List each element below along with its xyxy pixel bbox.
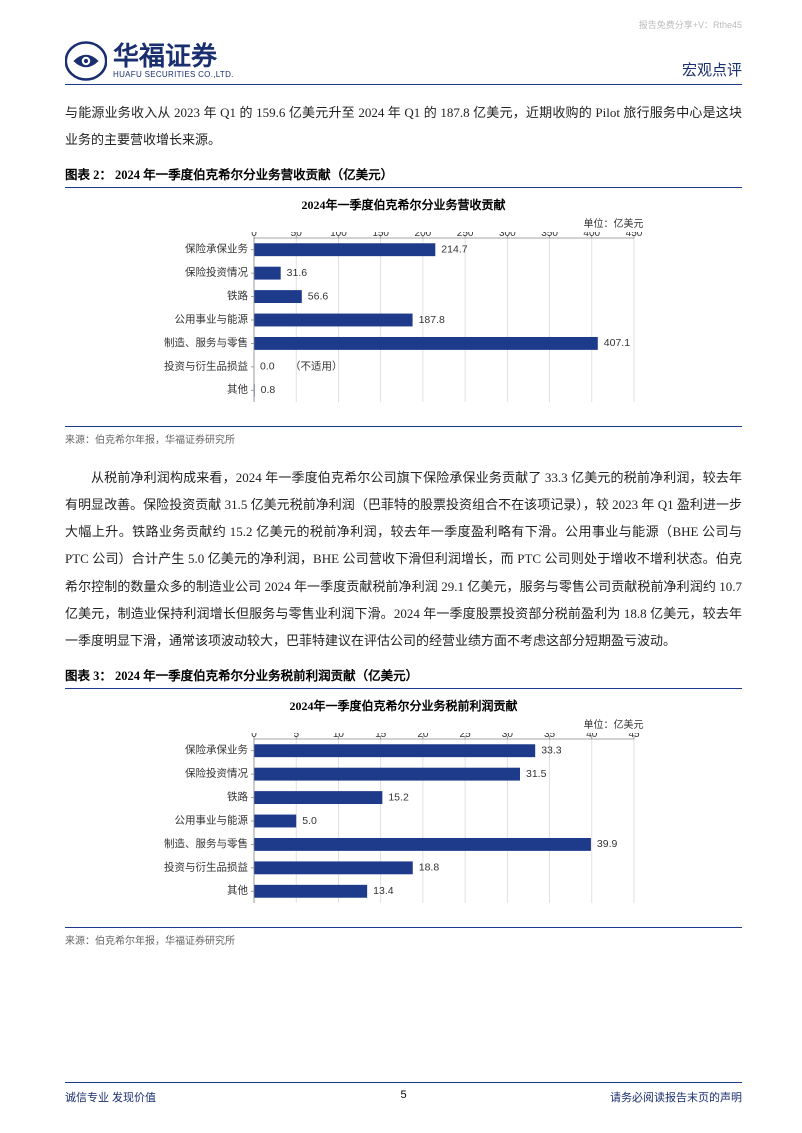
svg-text:5.0: 5.0 xyxy=(302,814,317,826)
svg-text:187.8: 187.8 xyxy=(418,313,444,325)
svg-text:13.4: 13.4 xyxy=(373,885,394,897)
svg-text:其他: 其他 xyxy=(227,883,248,896)
page-number: 5 xyxy=(400,1089,406,1101)
section-label: 宏观点评 xyxy=(682,59,742,82)
page-footer: 诚信专业 发现价值 5 请务必阅读报告末页的声明 xyxy=(65,1082,742,1105)
footer-left: 诚信专业 发现价值 xyxy=(65,1089,156,1105)
svg-text:15.2: 15.2 xyxy=(388,791,409,803)
chart2-container: 2024年一季度伯克希尔分业务营收贡献 单位：亿美元 0501001502002… xyxy=(144,196,664,422)
footer-right: 请务必阅读报告末页的声明 xyxy=(610,1089,742,1105)
svg-text:18.8: 18.8 xyxy=(418,861,439,873)
svg-text:31.5: 31.5 xyxy=(526,768,547,780)
svg-text:407.1: 407.1 xyxy=(603,337,629,349)
page-header: 华福证券 HUAFU SECURITIES CO.,LTD. 宏观点评 xyxy=(65,40,742,85)
svg-text:制造、服务与零售: 制造、服务与零售 xyxy=(164,837,248,850)
chart2-unit: 单位：亿美元 xyxy=(144,215,664,230)
svg-text:投资与衍生品损益: 投资与衍生品损益 xyxy=(164,359,248,372)
chart3-heading: 图表 3： 2024 年一季度伯克希尔分业务税前利润贡献（亿美元） xyxy=(65,665,742,689)
svg-text:（不适用）: （不适用） xyxy=(290,360,343,372)
company-logo-icon xyxy=(65,40,107,82)
company-name-cn: 华福证券 xyxy=(113,44,234,70)
paragraph-1: 与能源业务收入从 2023 年 Q1 的 159.6 亿美元升至 2024 年 … xyxy=(65,99,742,154)
chart2-svg: 050100150200250300350400450保险承保业务214.7保险… xyxy=(144,232,664,422)
chart2-inner-title: 2024年一季度伯克希尔分业务营收贡献 xyxy=(144,196,664,213)
svg-text:其他: 其他 xyxy=(227,382,248,395)
svg-text:31.6: 31.6 xyxy=(286,267,307,279)
svg-text:公用事业与能源: 公用事业与能源 xyxy=(174,312,248,325)
svg-text:39.9: 39.9 xyxy=(596,838,617,850)
svg-text:56.6: 56.6 xyxy=(307,290,328,302)
svg-text:保险投资情况: 保险投资情况 xyxy=(185,265,248,278)
svg-text:33.3: 33.3 xyxy=(541,744,562,756)
svg-text:保险投资情况: 保险投资情况 xyxy=(185,766,248,779)
svg-text:0.0: 0.0 xyxy=(260,360,275,372)
chart3-inner-title: 2024年一季度伯克希尔分业务税前利润贡献 xyxy=(144,697,664,714)
svg-text:214.7: 214.7 xyxy=(441,243,467,255)
chart3-source: 来源：伯克希尔年报，华福证券研究所 xyxy=(65,927,742,947)
svg-text:公用事业与能源: 公用事业与能源 xyxy=(174,813,248,826)
chart2-source: 来源：伯克希尔年报，华福证券研究所 xyxy=(65,426,742,446)
svg-text:保险承保业务: 保险承保业务 xyxy=(185,242,248,255)
chart3-svg: 051015202530354045保险承保业务33.3保险投资情况31.5铁路… xyxy=(144,733,664,923)
company-name-en: HUAFU SECURITIES CO.,LTD. xyxy=(113,70,234,79)
paragraph-2: 从税前净利润构成来看，2024 年一季度伯克希尔公司旗下保险承保业务贡献了 33… xyxy=(65,464,742,655)
svg-text:0.8: 0.8 xyxy=(260,384,275,396)
page-content: 华福证券 HUAFU SECURITIES CO.,LTD. 宏观点评 与能源业… xyxy=(0,0,802,1005)
watermark: 报告免费分享+V：Rthe45 xyxy=(639,18,742,31)
logo-block: 华福证券 HUAFU SECURITIES CO.,LTD. xyxy=(65,40,234,82)
chart3-unit: 单位：亿美元 xyxy=(144,716,664,731)
svg-text:铁路: 铁路 xyxy=(227,289,248,302)
svg-text:制造、服务与零售: 制造、服务与零售 xyxy=(164,335,248,348)
svg-text:保险承保业务: 保险承保业务 xyxy=(185,743,248,756)
chart3-container: 2024年一季度伯克希尔分业务税前利润贡献 单位：亿美元 05101520253… xyxy=(144,697,664,923)
svg-text:投资与衍生品损益: 投资与衍生品损益 xyxy=(164,860,248,873)
svg-text:铁路: 铁路 xyxy=(227,790,248,803)
chart2-heading: 图表 2： 2024 年一季度伯克希尔分业务营收贡献（亿美元） xyxy=(65,164,742,188)
